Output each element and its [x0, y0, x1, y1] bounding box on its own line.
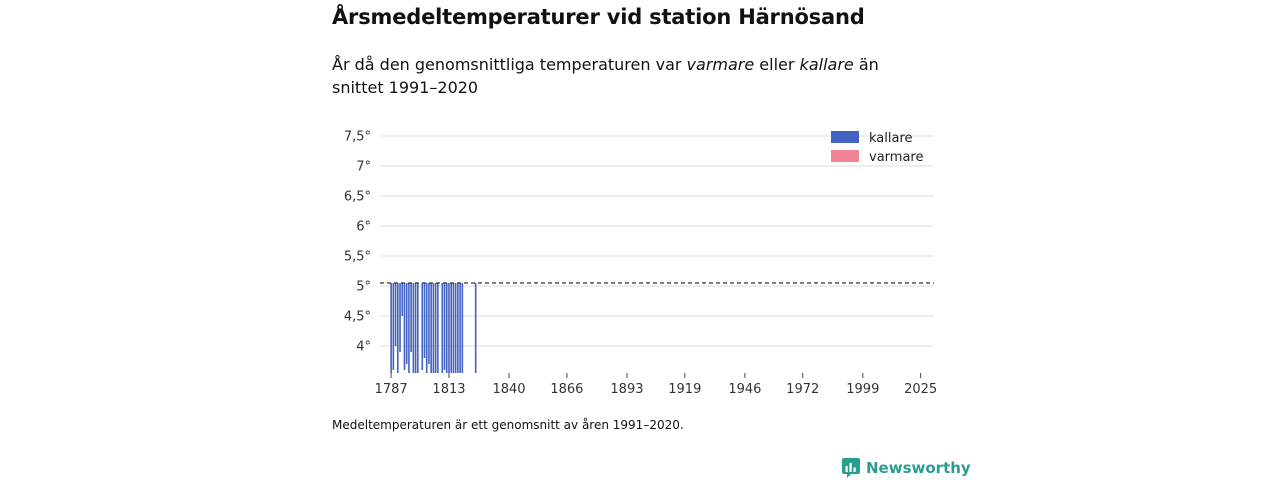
- bar-colder[interactable]: [396, 283, 399, 373]
- bar-colder[interactable]: [403, 283, 406, 370]
- bar-colder[interactable]: [430, 283, 432, 373]
- x-tick-label: 2025: [904, 382, 937, 397]
- bar-colder[interactable]: [392, 283, 395, 370]
- x-tick-label: 1787: [375, 382, 408, 397]
- chart-subtitle: År då den genomsnittliga temperaturen va…: [332, 53, 932, 99]
- bar-colder[interactable]: [410, 283, 412, 352]
- x-tick-label: 1813: [432, 382, 465, 397]
- bar-colder[interactable]: [408, 283, 410, 373]
- bar-colder[interactable]: [423, 283, 426, 358]
- legend-label-warm: varmare: [869, 150, 923, 165]
- legend-label-cold: kallare: [869, 131, 913, 146]
- x-tick-label: 1946: [728, 382, 761, 397]
- bar-colder[interactable]: [421, 283, 424, 370]
- y-tick-label: 5,5°: [344, 250, 371, 265]
- bar-colder[interactable]: [457, 283, 459, 373]
- x-tick-label: 1866: [550, 382, 583, 397]
- bar-colder[interactable]: [441, 283, 444, 373]
- bar-colder[interactable]: [414, 283, 417, 373]
- bar-colder[interactable]: [399, 283, 401, 352]
- brand-name: Newsworthy: [866, 459, 971, 477]
- x-tick-label: 1893: [610, 382, 643, 397]
- bar-colder[interactable]: [394, 283, 397, 346]
- chart-title: Årsmedeltemperaturer vid station Härnösa…: [332, 5, 865, 29]
- x-tick-label: 1972: [786, 382, 819, 397]
- bar-colder[interactable]: [445, 283, 448, 373]
- bars: [390, 283, 477, 373]
- subtitle-text-1: År då den genomsnittliga temperaturen va…: [332, 55, 687, 74]
- bar-colder[interactable]: [461, 283, 464, 373]
- gridlines: [380, 135, 934, 347]
- x-tick-label: 1999: [846, 382, 879, 397]
- bar-colder[interactable]: [474, 283, 477, 373]
- y-axis-ticks: 4° 4,5° 5° 5,5° 6° 6,5° 7° 7,5°: [344, 130, 371, 355]
- y-tick-label: 4°: [356, 340, 371, 355]
- y-tick-label: 5°: [356, 280, 371, 295]
- bar-colder[interactable]: [452, 283, 455, 373]
- bar-colder[interactable]: [448, 283, 450, 373]
- bar-colder[interactable]: [454, 283, 457, 373]
- bar-colder[interactable]: [417, 283, 419, 373]
- legend: kallare varmare: [831, 131, 923, 165]
- bar-colder[interactable]: [425, 283, 428, 373]
- subtitle-cold-word: kallare: [799, 55, 854, 74]
- y-tick-label: 6,5°: [344, 190, 371, 205]
- legend-swatch-cold: [831, 131, 859, 143]
- bar-colder[interactable]: [437, 283, 439, 373]
- bar-colder[interactable]: [434, 283, 437, 373]
- bar-colder[interactable]: [412, 283, 415, 373]
- temperature-bar-chart: 4° 4,5° 5° 5,5° 6° 6,5° 7° 7,5° 1787 1813 1840 186…: [344, 130, 937, 398]
- bar-colder[interactable]: [432, 283, 435, 373]
- bar-colder[interactable]: [450, 283, 452, 373]
- y-tick-label: 4,5°: [344, 310, 371, 325]
- subtitle-text-2: eller: [754, 55, 800, 74]
- subtitle-text-3: än snittet 1991–2020: [332, 55, 879, 97]
- bar-colder[interactable]: [390, 283, 392, 373]
- y-tick-label: 7,5°: [344, 130, 371, 145]
- x-tick-label: 1919: [668, 382, 701, 397]
- subtitle-warm-word: varmare: [686, 55, 755, 74]
- legend-swatch-warm: [831, 150, 859, 162]
- x-axis-ticks: 1787 1813 1840 1866 1893 1919 1946 1972 1999 2025: [375, 373, 937, 397]
- brand-logo[interactable]: Newsworthy: [842, 458, 971, 478]
- bar-colder[interactable]: [405, 283, 408, 364]
- footnote: Medeltemperaturen är ett genomsnitt av å…: [332, 418, 684, 432]
- bar-colder[interactable]: [401, 283, 404, 316]
- y-tick-label: 7°: [356, 160, 371, 175]
- bar-colder[interactable]: [428, 283, 430, 364]
- bar-colder[interactable]: [459, 283, 461, 373]
- newsworthy-logo-icon: [842, 458, 860, 478]
- x-tick-label: 1840: [492, 382, 525, 397]
- bar-colder[interactable]: [443, 283, 446, 370]
- y-tick-label: 6°: [356, 220, 371, 235]
